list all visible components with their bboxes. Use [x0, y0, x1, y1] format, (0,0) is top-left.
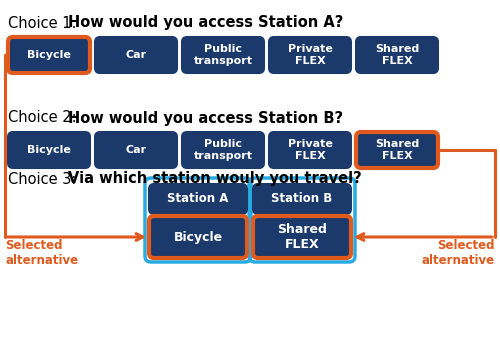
FancyBboxPatch shape: [149, 216, 247, 258]
Text: Private
FLEX: Private FLEX: [288, 139, 333, 161]
Text: Station B: Station B: [272, 193, 332, 206]
Text: Shared
FLEX: Shared FLEX: [277, 223, 327, 251]
Text: Car: Car: [126, 50, 146, 60]
Text: Bicycle: Bicycle: [27, 145, 71, 155]
FancyBboxPatch shape: [149, 184, 247, 214]
Text: Private
FLEX: Private FLEX: [288, 44, 333, 66]
Text: Selected
alternative: Selected alternative: [422, 239, 495, 267]
FancyBboxPatch shape: [95, 37, 177, 73]
FancyBboxPatch shape: [356, 132, 438, 168]
Text: Selected
alternative: Selected alternative: [5, 239, 78, 267]
Text: Choice 3:: Choice 3:: [8, 171, 81, 186]
Text: Shared
FLEX: Shared FLEX: [375, 139, 419, 161]
FancyBboxPatch shape: [253, 216, 351, 258]
FancyBboxPatch shape: [253, 184, 351, 214]
Text: Car: Car: [126, 145, 146, 155]
Text: Public
transport: Public transport: [194, 44, 252, 66]
Text: Bicycle: Bicycle: [174, 231, 222, 244]
Text: Choice 2:: Choice 2:: [8, 110, 81, 126]
FancyBboxPatch shape: [269, 37, 351, 73]
FancyBboxPatch shape: [8, 132, 90, 168]
FancyBboxPatch shape: [182, 37, 264, 73]
Text: Shared
FLEX: Shared FLEX: [375, 44, 419, 66]
FancyBboxPatch shape: [269, 132, 351, 168]
Text: Station A: Station A: [168, 193, 228, 206]
Text: How would you access Station B?: How would you access Station B?: [68, 110, 343, 126]
FancyBboxPatch shape: [356, 37, 438, 73]
Text: How would you access Station A?: How would you access Station A?: [68, 15, 344, 30]
FancyBboxPatch shape: [95, 132, 177, 168]
Text: Bicycle: Bicycle: [27, 50, 71, 60]
Text: Via which station wouly you travel?: Via which station wouly you travel?: [68, 171, 362, 186]
FancyBboxPatch shape: [8, 37, 90, 73]
FancyBboxPatch shape: [182, 132, 264, 168]
Text: Choice 1:: Choice 1:: [8, 15, 81, 30]
Text: Public
transport: Public transport: [194, 139, 252, 161]
